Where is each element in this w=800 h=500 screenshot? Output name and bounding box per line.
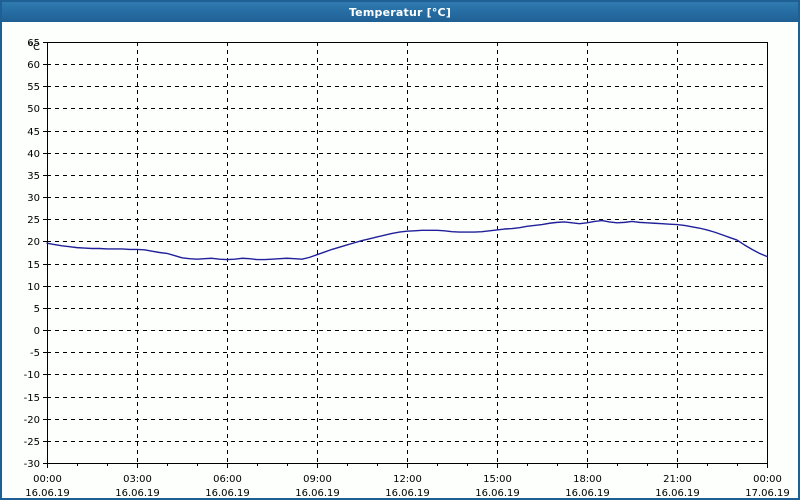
x-axis-date-label: 16.06.19: [565, 488, 610, 498]
x-axis-date-label: 16.06.19: [385, 488, 430, 498]
y-axis-tick-label: 45: [27, 127, 40, 138]
y-axis-tick-label: 50: [27, 104, 40, 115]
x-axis-tick-label: 00:00: [33, 474, 62, 485]
window-title: Temperatur [°C]: [348, 5, 452, 19]
x-axis-date-label: 16.06.19: [25, 488, 70, 498]
x-axis-tick-label: 21:00: [663, 474, 692, 485]
x-axis-date-label: 16.06.19: [115, 488, 160, 498]
y-axis-tick-label: -5: [30, 348, 40, 359]
temperature-series-line: [46, 219, 768, 261]
vertical-gridlines: [137, 42, 678, 463]
y-axis-tick-label: 40: [27, 149, 40, 160]
y-axis-tick-label: 15: [27, 260, 40, 271]
temperature-line-chart: 65605550454035302520151050-5-10-15-20-25…: [24, 38, 790, 498]
x-axis-tick-label: 00:00: [753, 474, 782, 485]
window-titlebar: Temperatur [°C]: [2, 2, 798, 22]
y-axis-tick-label: -25: [24, 437, 40, 448]
x-axis-tick-label: 15:00: [483, 474, 512, 485]
chart-canvas: 65 60 55 50 45 40 35 30 25 20 15 10 5 0 -5 -10 -15 -20 -25…: [2, 22, 798, 498]
y-axis-tick-label: 65: [27, 38, 40, 49]
x-axis-tick-label: 12:00: [393, 474, 422, 485]
y-axis-tick-label: 5: [34, 304, 40, 315]
x-axis-date-label: 16.06.19: [205, 488, 250, 498]
x-axis-date-label: 16.06.19: [295, 488, 340, 498]
y-axis-tick-label: 60: [27, 60, 40, 71]
y-axis-tick-label: 35: [27, 171, 40, 182]
y-axis-tick-label: -20: [24, 415, 40, 426]
y-axis-tick-label: 55: [27, 82, 40, 93]
y-axis-labels: 65605550454035302520151050-5-10-15-20-25…: [24, 38, 40, 470]
plot-frame: [46, 41, 769, 465]
y-axis-unit-label: °C: [28, 42, 40, 53]
y-axis-tick-label: 30: [27, 193, 40, 204]
x-axis-tick-label: 09:00: [303, 474, 332, 485]
x-axis-tick-label: 18:00: [573, 474, 602, 485]
x-axis-date-label: 16.06.19: [475, 488, 520, 498]
horizontal-gridlines: [47, 42, 767, 442]
y-axis-tick-label: -10: [24, 370, 40, 381]
x-axis-date-label: 17.06.19: [745, 488, 790, 498]
y-axis-tick-label: 25: [27, 215, 40, 226]
y-axis-tick-label: 20: [27, 237, 40, 248]
x-axis-tick-label: 03:00: [123, 474, 152, 485]
y-axis-tick-label: -30: [24, 459, 40, 470]
x-axis-labels: 00:00 16.06.19 03:00 16.06.19 06:00 16.06.19 0…: [25, 474, 790, 498]
x-axis-date-label: 16.06.19: [655, 488, 700, 498]
y-axis-tick-label: -15: [24, 393, 40, 404]
y-axis-tick-label: 0: [34, 326, 40, 337]
x-axis-tick-label: 06:00: [213, 474, 242, 485]
y-axis-ticks: [43, 42, 47, 464]
y-axis-tick-label: 10: [27, 282, 40, 293]
